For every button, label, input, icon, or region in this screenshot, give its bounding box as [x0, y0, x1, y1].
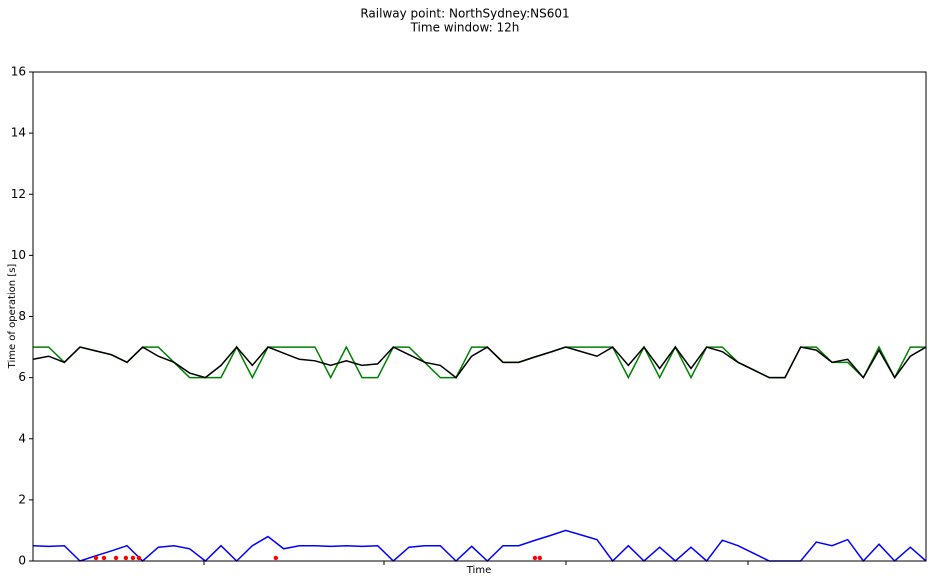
y-tick-label: 10 — [11, 248, 26, 262]
data-point — [537, 555, 543, 561]
series-line — [32, 529, 927, 563]
y-tick-label: 16 — [11, 65, 26, 79]
data-point — [93, 555, 99, 561]
y-tick-label: 4 — [18, 431, 26, 445]
data-point — [123, 555, 129, 561]
plot-frame — [32, 71, 927, 562]
data-point — [130, 555, 136, 561]
data-point — [532, 555, 538, 561]
series-line — [32, 345, 927, 380]
y-tick-label: 0 — [18, 554, 26, 568]
x-ticks — [203, 561, 749, 565]
y-tick-label: 8 — [18, 309, 26, 323]
data-point — [113, 555, 119, 561]
data-point — [273, 555, 279, 561]
data-point — [101, 555, 107, 561]
y-tick-label: 12 — [11, 187, 26, 201]
chart-subtitle: Time window: 12h — [410, 21, 520, 35]
data-point — [136, 555, 142, 561]
chart-title: Railway point: NorthSydney:NS601 — [360, 7, 569, 21]
x-axis-label: Time — [466, 565, 491, 576]
y-tick-label: 2 — [18, 492, 26, 506]
y-axis-label: Time of operation [s] — [7, 264, 18, 370]
y-tick-label: 14 — [11, 126, 26, 140]
y-tick-label: 6 — [18, 370, 26, 384]
